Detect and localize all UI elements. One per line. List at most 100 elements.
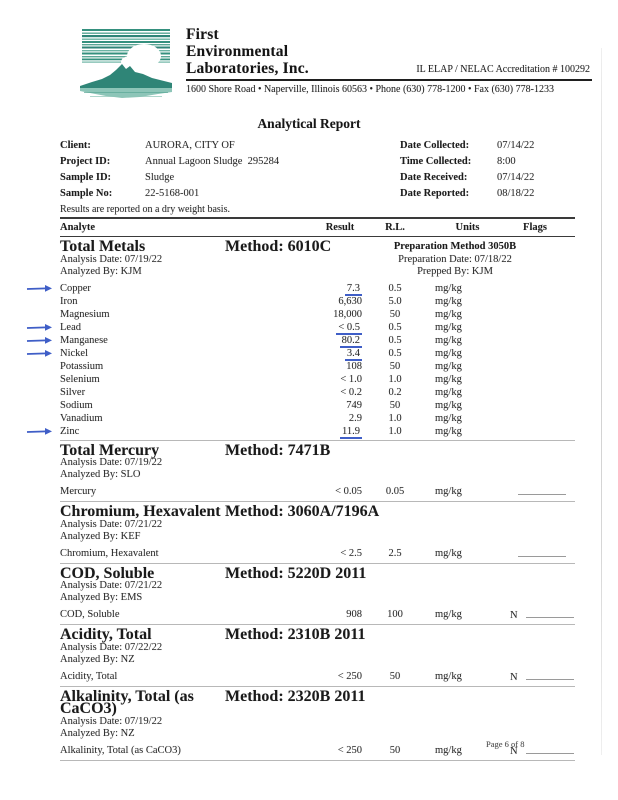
date-received-label: Date Received: <box>400 172 468 183</box>
date-info: Date Collected: 07/14/22 Time Collected: 8… <box>400 138 534 202</box>
result-value: < 0.05 <box>335 486 362 497</box>
flag-value <box>495 425 575 438</box>
table-row: COD, Soluble 908 100 mg/kg N <box>60 608 575 622</box>
result-value: < 250 <box>337 670 362 682</box>
flag-blank-line <box>518 547 566 557</box>
section-divider <box>60 759 575 761</box>
project-id-label: Project ID: <box>60 156 111 167</box>
sample-info-block: Client: AURORA, CITY OF Project ID: Annual… <box>60 138 592 202</box>
date-reported-value: 08/18/22 <box>497 188 535 199</box>
analyte-name: Silver <box>60 386 86 398</box>
company-name: First Environmental Laboratories, Inc. <box>186 26 592 77</box>
units-value: mg/kg <box>435 670 462 682</box>
col-rl: R.L. <box>385 222 405 233</box>
analyte-name: Alkalinity, Total (as CaCO3) <box>60 744 181 756</box>
flag-value <box>495 282 575 295</box>
section-prep-info: Preparation Method 3050B Preparation Dat… <box>360 241 550 278</box>
result-value: 3.4 <box>344 347 362 361</box>
units-value: mg/kg <box>435 486 462 497</box>
section-name: Alkalinity, Total (as CaCO3) <box>60 687 194 717</box>
section-name: Acidity, Total <box>60 626 152 643</box>
rl-value: 0.5 <box>388 282 402 294</box>
section-analyzed-by: Analyzed By: SLO <box>60 469 141 480</box>
units-value: mg/kg <box>435 425 462 437</box>
rl-value: 50 <box>389 399 401 411</box>
result-value: < 250 <box>337 744 362 756</box>
basis-note: Results are reported on a dry weight bas… <box>60 204 230 215</box>
flag-value <box>495 412 575 425</box>
analyte-name: Zinc <box>60 425 80 437</box>
section-name: Chromium, Hexavalent <box>60 503 221 520</box>
flag-value: N <box>495 744 575 758</box>
analyte-name: COD, Soluble <box>60 609 120 620</box>
rl-value: 50 <box>389 308 401 320</box>
flag-value <box>495 373 575 386</box>
result-value: 18,000 <box>333 308 362 320</box>
result-value: 80.2 <box>339 334 362 348</box>
rl-value: 0.05 <box>385 486 405 497</box>
col-analyte: Analyte <box>60 222 95 233</box>
hand-drawn-arrow-icon <box>26 284 52 292</box>
company-name-line3: Laboratories, Inc. <box>186 60 309 77</box>
units-value: mg/kg <box>435 386 462 398</box>
results-table: Results are reported on a dry weight bas… <box>26 204 575 761</box>
col-flags: Flags <box>523 222 547 233</box>
result-value: < 0.2 <box>340 386 362 398</box>
section-divider <box>60 624 575 625</box>
result-value: 108 <box>346 360 362 372</box>
table-row: Mercury < 0.05 0.05 mg/kg <box>60 485 575 499</box>
units-value: mg/kg <box>435 347 462 359</box>
flag-value: N <box>495 608 575 622</box>
section-analyzed-by: Analyzed By: NZ <box>60 653 135 665</box>
flag-blank-line <box>518 485 566 495</box>
client-value: AURORA, CITY OF <box>145 140 235 151</box>
table-row: Nickel 3.4 0.5 mg/kg <box>26 347 575 361</box>
section-method: Method: 3060A/7196A <box>225 503 380 520</box>
analyte-name: Sodium <box>60 399 93 411</box>
time-collected-label: Time Collected: <box>400 156 472 167</box>
rl-value: 50 <box>389 360 401 372</box>
rl-value: 50 <box>389 744 401 756</box>
result-value: < 2.5 <box>340 547 362 559</box>
table-row: Potassium 108 50 mg/kg <box>60 360 575 373</box>
analyte-name: Acidity, Total <box>60 670 118 682</box>
section-cod-soluble: COD, Soluble Method: 5220D 2011 Analysis… <box>60 564 575 625</box>
date-collected-label: Date Collected: <box>400 140 470 151</box>
section-analysis-date: Analysis Date: 07/19/22 <box>60 715 163 727</box>
rl-value: 5.0 <box>388 295 402 307</box>
sample-id-value: Sludge <box>145 172 175 183</box>
units-value: mg/kg <box>435 547 462 559</box>
section-name: COD, Soluble <box>60 564 155 582</box>
units-value: mg/kg <box>435 282 462 294</box>
flag-value <box>495 334 575 347</box>
page-number: Page 6 of 8 <box>486 739 525 749</box>
rl-value: 50 <box>389 670 401 682</box>
client-label: Client: <box>60 140 91 151</box>
section-analyzed-by: Analyzed By: NZ <box>60 727 135 739</box>
section-analyzed-by: Analyzed By: KJM <box>60 265 142 277</box>
units-value: mg/kg <box>435 360 462 372</box>
rl-value: 1.0 <box>388 412 402 424</box>
table-row: Sodium 749 50 mg/kg <box>60 399 575 412</box>
flag-value <box>495 308 575 321</box>
result-value: 7.3 <box>344 282 362 296</box>
flag-value <box>495 399 575 412</box>
section-divider <box>60 501 575 502</box>
letterhead: First Environmental Laboratories, Inc. I… <box>0 0 618 104</box>
prep-method: Preparation Method 3050B <box>393 241 517 252</box>
rl-value: 1.0 <box>388 373 402 385</box>
units-value: mg/kg <box>435 308 462 320</box>
units-value: mg/kg <box>435 334 462 346</box>
analyte-name: Lead <box>60 321 81 333</box>
units-value: mg/kg <box>435 744 462 756</box>
section-name: Total Mercury <box>60 441 160 459</box>
section-analysis-date: Analysis Date: 07/21/22 <box>60 518 163 530</box>
analyte-name: Copper <box>60 282 91 294</box>
result-value: < 1.0 <box>340 373 362 385</box>
units-value: mg/kg <box>435 373 462 385</box>
analyte-name: Chromium, Hexavalent <box>60 547 159 559</box>
section-divider <box>60 562 575 564</box>
flag-blank-line <box>525 608 574 618</box>
section-analysis-date: Analysis Date: 07/22/22 <box>60 641 163 653</box>
